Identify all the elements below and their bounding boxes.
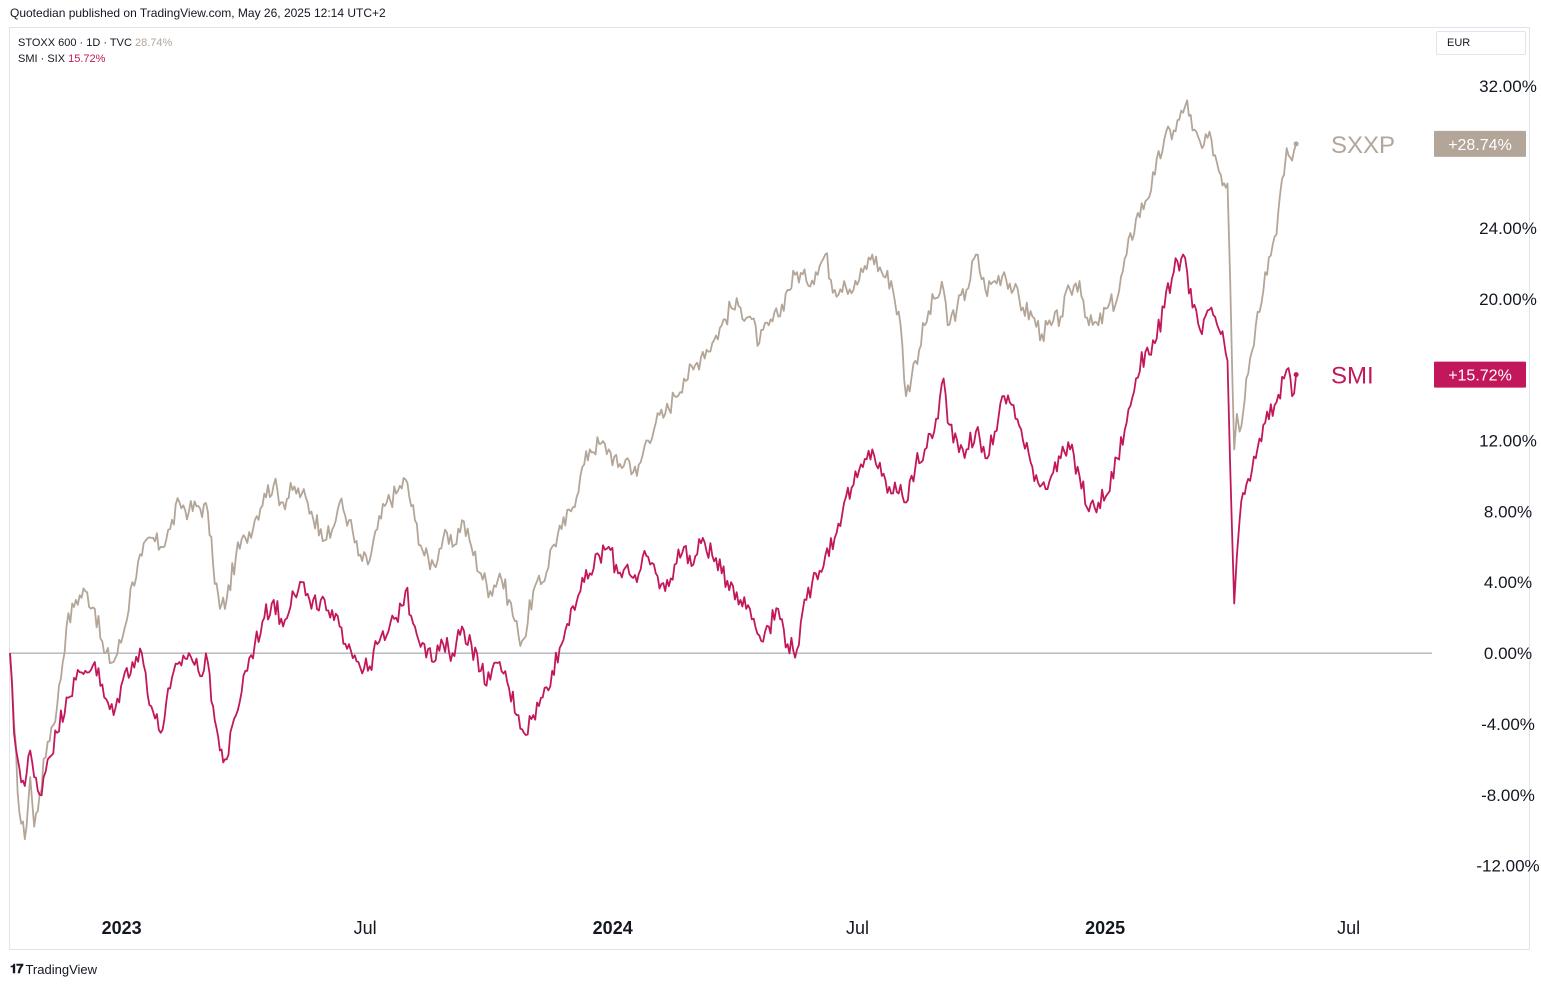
legend-label-sxxp: STOXX 600 · 1D · TVC <box>18 37 132 49</box>
legend-row-sxxp[interactable]: STOXX 600 · 1D · TVC 28.74% <box>18 35 172 51</box>
y-tick-label: 4.00% <box>1484 573 1532 592</box>
series-name-sxxp: SXXP <box>1331 132 1395 159</box>
y-tick-label: 8.00% <box>1484 502 1532 521</box>
last-value-badge-smi <box>1434 361 1526 388</box>
legend: STOXX 600 · 1D · TVC 28.74% SMI · SIX 15… <box>18 35 172 67</box>
x-tick-label: 2024 <box>593 918 633 938</box>
legend-row-smi[interactable]: SMI · SIX 15.72% <box>18 51 172 67</box>
chart-frame <box>9 27 1530 950</box>
legend-value-smi: 15.72% <box>68 53 106 65</box>
y-tick-label: -12.00% <box>1476 857 1539 876</box>
series-end-dot-sxxp <box>1293 141 1299 147</box>
series-name-smi: SMI <box>1331 363 1374 390</box>
y-tick-label: 32.00% <box>1479 77 1537 96</box>
y-tick-label: 0.00% <box>1484 644 1532 663</box>
legend-value-sxxp: 28.74% <box>134 37 173 49</box>
y-tick-label: -4.00% <box>1481 715 1535 734</box>
tradingview-logo[interactable]: 𝟏𝟕 TradingView <box>10 961 97 977</box>
tradingview-logo-text: TradingView <box>25 961 98 977</box>
tradingview-logo-icon: 𝟏𝟕 <box>10 961 24 976</box>
series-line-sxxp[interactable] <box>9 99 1297 840</box>
x-tick-label: 2023 <box>102 918 142 938</box>
x-tick-label: Jul <box>1337 918 1360 938</box>
last-value-badge-sxxp <box>1434 130 1526 157</box>
currency-selector[interactable]: EUR <box>1436 31 1526 55</box>
last-value-text-smi: +15.72% <box>1448 368 1512 385</box>
series-end-dot-smi <box>1293 372 1299 378</box>
series-line-smi[interactable] <box>9 253 1297 797</box>
x-tick-label: 2025 <box>1085 918 1125 938</box>
legend-label-smi: SMI · SIX <box>18 53 66 65</box>
x-tick-label: Jul <box>846 918 869 938</box>
y-tick-label: 20.00% <box>1479 290 1537 309</box>
y-tick-label: 24.00% <box>1479 219 1537 238</box>
publisher-header: Quotedian published on TradingView.com, … <box>10 6 386 20</box>
x-tick-label: Jul <box>354 918 377 938</box>
last-value-text-sxxp: +28.74% <box>1448 137 1512 154</box>
y-tick-label: -8.00% <box>1481 786 1535 805</box>
y-tick-label: 12.00% <box>1479 431 1537 450</box>
